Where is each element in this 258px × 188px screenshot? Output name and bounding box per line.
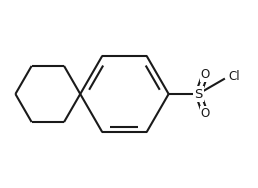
Text: Cl: Cl: [229, 70, 240, 83]
Text: O: O: [200, 68, 210, 81]
Text: O: O: [200, 107, 210, 120]
Text: S: S: [194, 87, 202, 101]
